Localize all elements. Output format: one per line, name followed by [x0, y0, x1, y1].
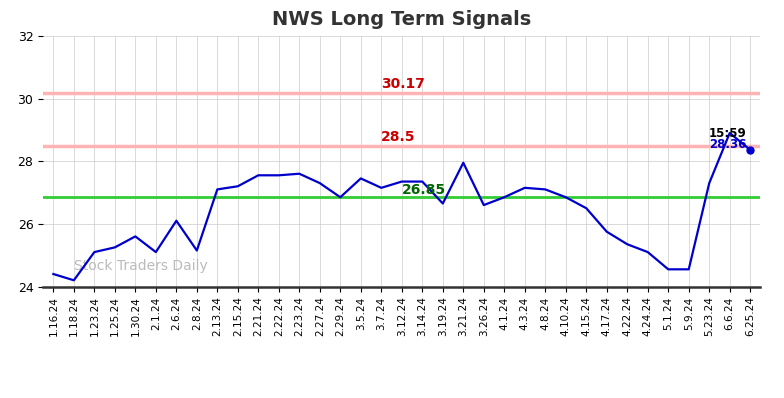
Text: 15:59: 15:59 [709, 127, 746, 140]
Text: 26.85: 26.85 [401, 183, 446, 197]
Text: 30.17: 30.17 [381, 78, 425, 92]
Text: Stock Traders Daily: Stock Traders Daily [74, 259, 208, 273]
Text: 28.36: 28.36 [709, 139, 746, 151]
Text: 28.5: 28.5 [381, 130, 416, 144]
Title: NWS Long Term Signals: NWS Long Term Signals [272, 10, 532, 29]
